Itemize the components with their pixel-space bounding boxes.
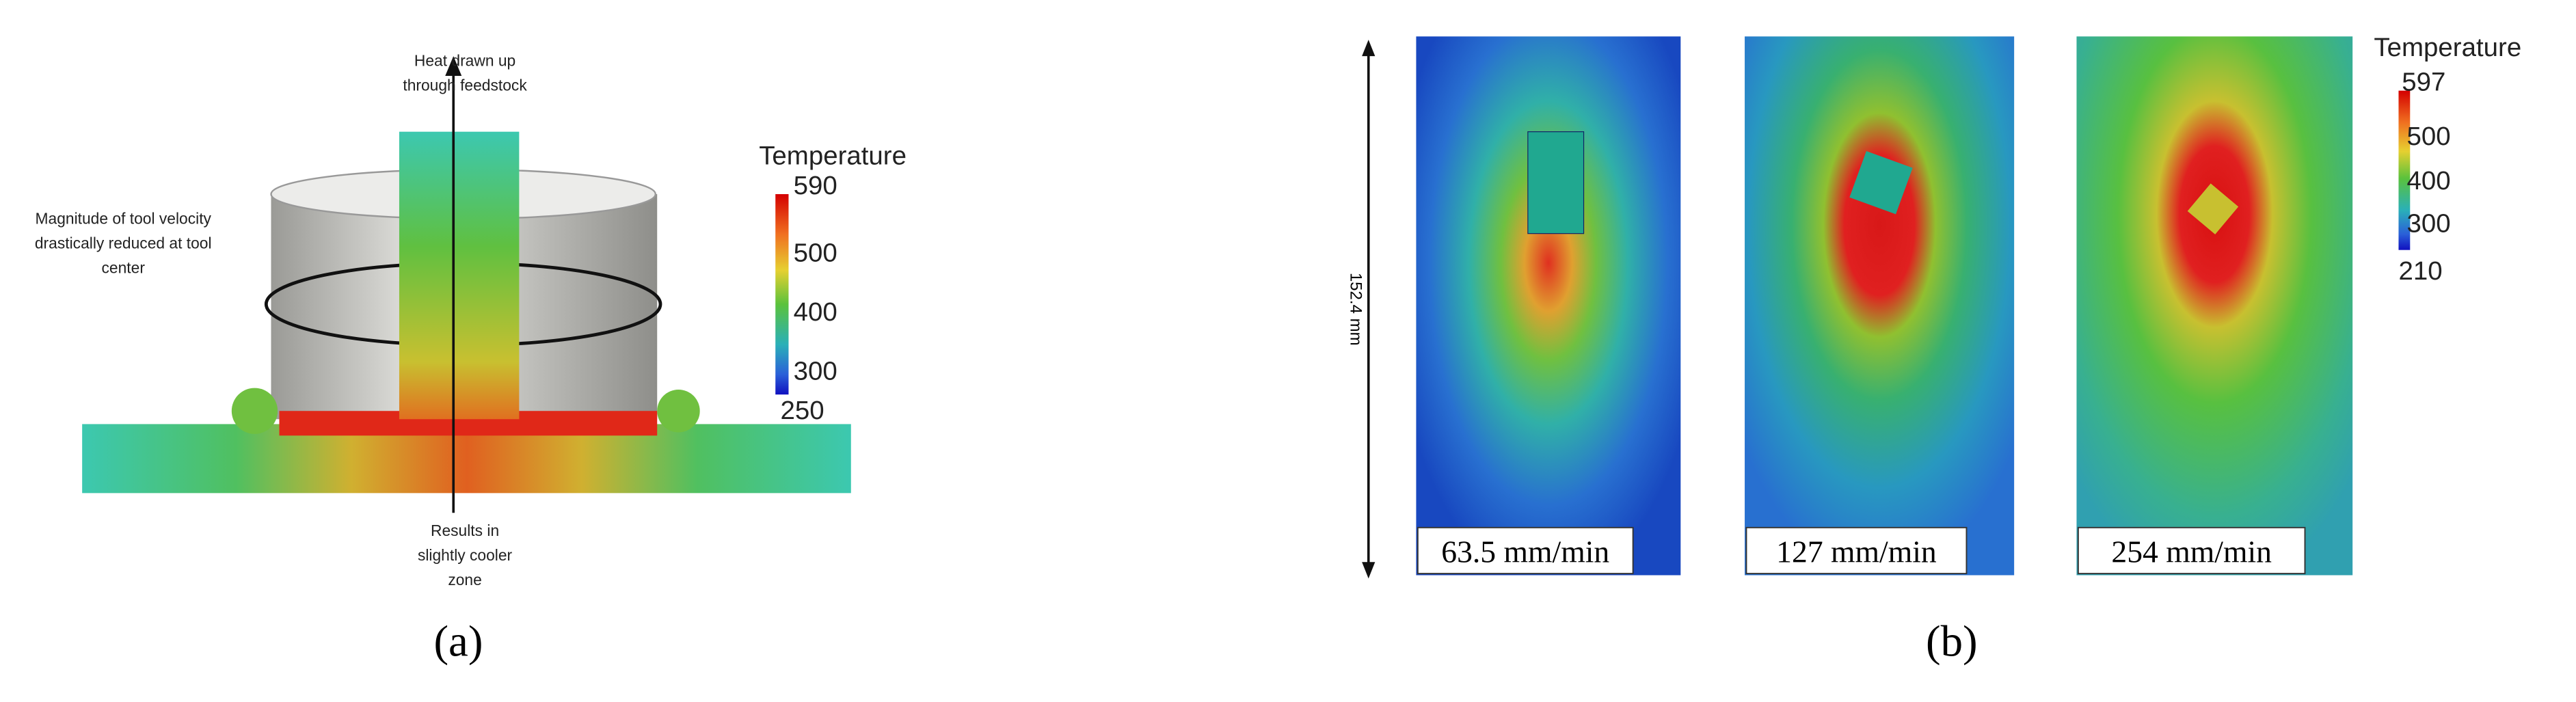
- annotation: slightly cooler: [418, 546, 513, 564]
- colorbar-tick: 210: [2398, 256, 2442, 286]
- panel-b: 152.4 mm 63.5 mm/min 127 mm/min 254 mm/min…: [1346, 33, 2521, 666]
- speed-box: [1417, 526, 1634, 575]
- annotation: center: [102, 258, 146, 276]
- annotation: drastically reduced at tool: [35, 234, 212, 252]
- colorbar-title: Temperature: [759, 141, 907, 171]
- annotation: through feedstock: [403, 77, 527, 94]
- speed-box: [2077, 526, 2306, 575]
- colorbar: [2398, 90, 2411, 250]
- colorbar-title: Temperature: [2374, 33, 2521, 62]
- heat-map: [1745, 36, 2015, 576]
- colorbar-tick: 300: [794, 357, 837, 386]
- speed-label: 127 mm/min: [1776, 534, 1937, 569]
- colorbar-tick: 400: [2406, 166, 2450, 195]
- colorbar-tick: 300: [2406, 208, 2450, 238]
- colorbar-tick: 590: [794, 171, 837, 200]
- colorbar-tick: 250: [780, 396, 824, 425]
- colorbar: [775, 194, 789, 395]
- speed-box: [1745, 526, 1968, 575]
- scale-label: 152.4 mm: [1346, 273, 1365, 346]
- colorbar-tick: 500: [2406, 122, 2450, 151]
- colorbar-tick: 597: [2402, 68, 2445, 97]
- annotation: Results in: [431, 522, 499, 539]
- panel-label: (a): [433, 617, 483, 666]
- speed-label: 63.5 mm/min: [1441, 534, 1609, 569]
- colorbar-tick: 500: [794, 239, 837, 268]
- heat-map: [2076, 36, 2353, 576]
- panel-a: Heat drawn up through feedstock Magnitud…: [35, 52, 907, 666]
- annotation: zone: [448, 571, 481, 589]
- heat-map: [1416, 36, 1681, 576]
- feedstock: [399, 131, 520, 420]
- annotation: Heat drawn up: [414, 52, 515, 70]
- annotation: Magnitude of tool velocity: [36, 209, 212, 227]
- panel-label: (b): [1926, 617, 1978, 666]
- speed-label: 254 mm/min: [2111, 534, 2272, 569]
- colorbar-tick: 400: [794, 297, 837, 327]
